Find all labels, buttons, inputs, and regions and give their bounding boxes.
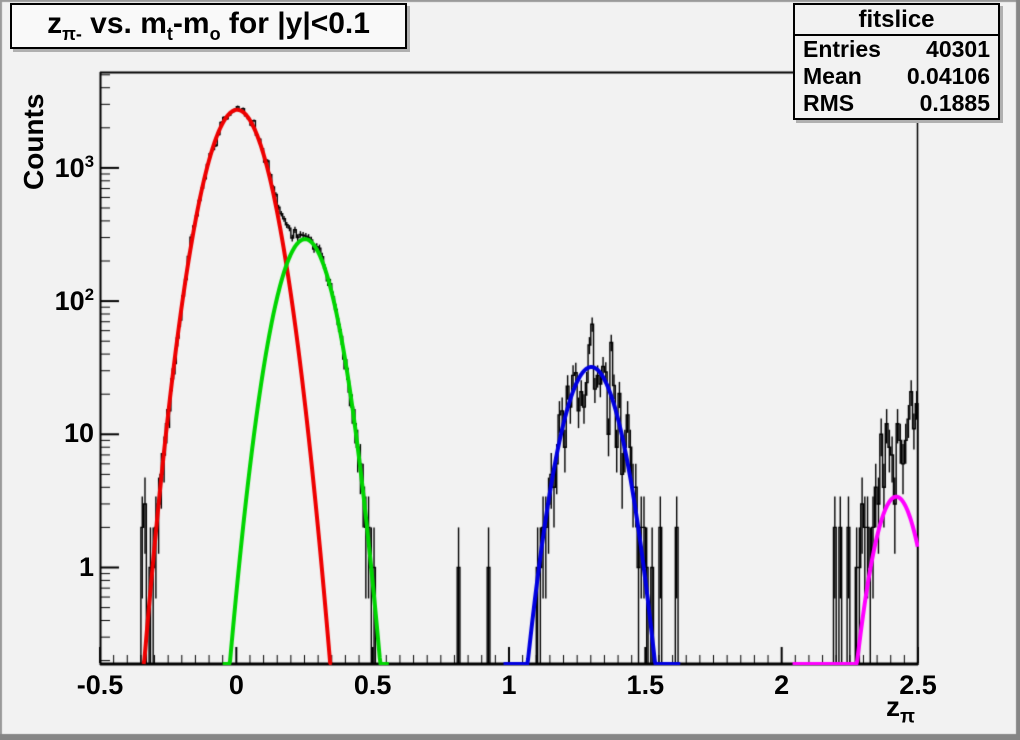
- y-axis-title: Counts: [18, 93, 49, 190]
- x-tick-label: 2: [774, 670, 790, 700]
- y-tick-label: 103: [54, 151, 94, 183]
- stats-value: 0.04106: [906, 63, 990, 89]
- y-tick-label: 102: [54, 285, 94, 317]
- stats-row-rms: RMS 0.1885: [795, 90, 998, 117]
- x-tick-label: 2.5: [899, 670, 937, 700]
- stats-label: Entries: [803, 36, 881, 62]
- stats-row-entries: Entries 40301: [795, 36, 998, 63]
- stats-title: fitslice: [795, 5, 998, 36]
- plot-title: zπ- vs. mt-mo for |y|<0.1: [47, 7, 370, 44]
- y-tick-label: 10: [63, 418, 94, 449]
- stats-value: 40301: [926, 36, 990, 62]
- stats-row-mean: Mean 0.04106: [795, 63, 998, 90]
- stats-value: 0.1885: [919, 90, 990, 116]
- stats-label: RMS: [803, 90, 855, 116]
- y-tick-label: 1: [78, 551, 94, 582]
- x-tick-label: 1: [501, 670, 517, 700]
- stats-box: fitslice Entries 40301 Mean 0.04106 RMS …: [793, 3, 1000, 120]
- x-tick-label: 1.5: [626, 670, 665, 700]
- stats-label: Mean: [803, 63, 862, 89]
- x-tick-label: -0.5: [76, 670, 124, 700]
- x-tick-label: 0.5: [353, 670, 392, 700]
- x-tick-label: 0: [228, 670, 244, 700]
- plot-title-box: zπ- vs. mt-mo for |y|<0.1: [10, 3, 407, 49]
- x-axis-title: zπ: [886, 691, 916, 728]
